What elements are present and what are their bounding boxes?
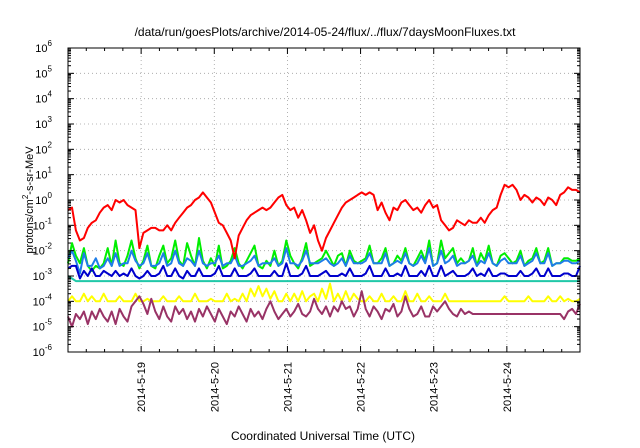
y-tick-label: 104 (35, 90, 52, 106)
series-line (67, 282, 581, 303)
series-line (67, 290, 581, 328)
x-axis: 2014-5-19 2014-5-20 2014-5-21 2014-5-22 2014… (85, 48, 563, 412)
x-tick-label: 2014-5-22 (356, 362, 368, 412)
x-tick-label: 2014-5-24 (502, 362, 514, 412)
x-tick-label: 2014-5-21 (282, 362, 294, 412)
y-tick-label: 106 (35, 39, 52, 55)
y-axis-label-sup: 2 (21, 194, 30, 199)
x-axis-label: Coordinated Universal Time (UTC) (231, 429, 415, 443)
y-tick-label: 105 (35, 64, 52, 80)
series-layer (67, 183, 581, 328)
y-tick-label: 10-4 (33, 292, 53, 308)
y-axis-label-main: protons/cm (24, 199, 36, 253)
y-tick-label: 10-6 (33, 343, 53, 359)
grid-lines (68, 48, 580, 352)
y-axis-label: protons/cm2-s-sr-MeV (21, 146, 36, 254)
series-line (67, 247, 581, 275)
y-tick-label: 103 (35, 115, 52, 131)
series-line (67, 275, 580, 283)
y-tick-label: 10-1 (33, 216, 53, 232)
y-axis-label-rest: -s-sr-MeV (24, 146, 36, 195)
series-line (67, 183, 581, 260)
series-line (67, 262, 581, 280)
x-tick-label: 2014-5-19 (136, 362, 148, 412)
y-tick-label: 102 (35, 140, 52, 156)
y-tick-label: 101 (35, 166, 52, 182)
chart-title: /data/run/goesPlots/archive/2014-05-24/f… (135, 25, 517, 39)
x-tick-label: 2014-5-23 (429, 362, 441, 412)
y-tick-label: 100 (35, 191, 52, 207)
y-tick-label: 10-3 (33, 267, 53, 283)
y-axis: 10-6 10-5 10-4 10-3 10-2 10-1 100 101 102 103 104 1… (33, 39, 580, 359)
y-tick-label: 10-5 (33, 318, 53, 334)
x-tick-label: 2014-5-20 (209, 362, 221, 412)
y-tick-label: 10-2 (33, 242, 53, 258)
